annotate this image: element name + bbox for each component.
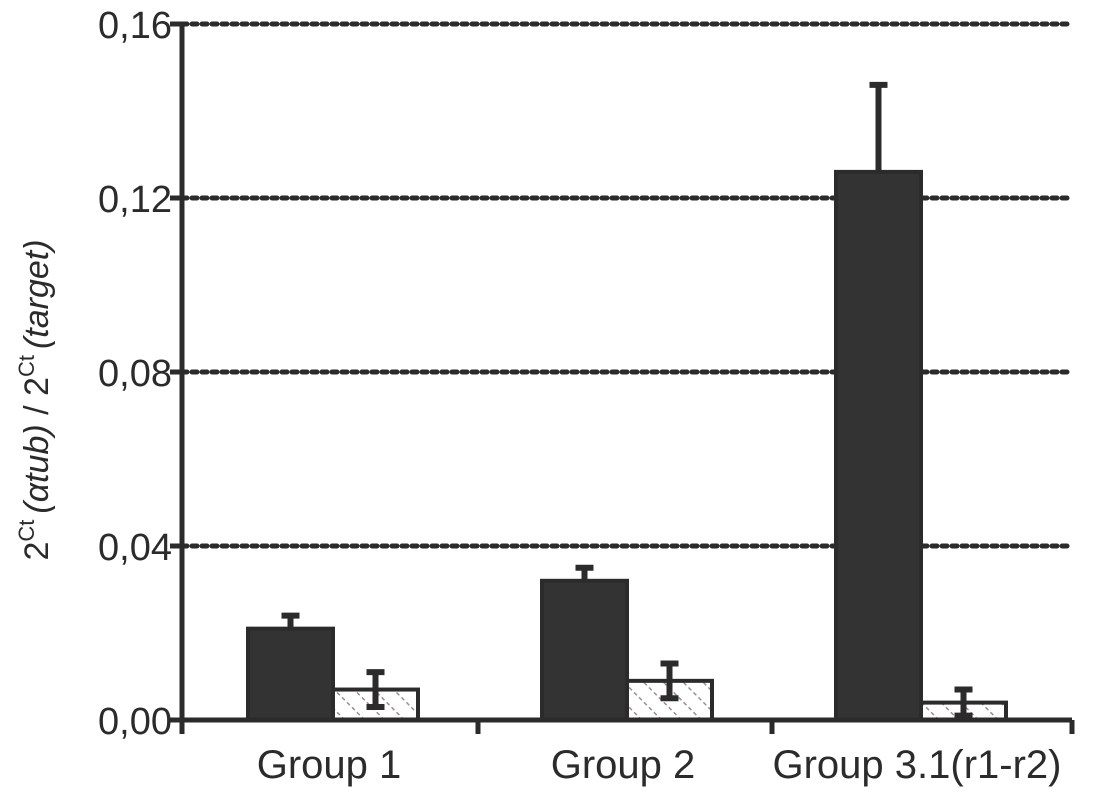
x-tick-label-1: Group 1 (257, 743, 402, 787)
y-tick-label-3: 0,12 (98, 179, 172, 221)
bar-dark-1 (246, 626, 335, 723)
ylabel-sup1: Ct (14, 520, 39, 542)
y-tick-label-2: 0,08 (98, 353, 172, 395)
y-tick-labels: 0,00 0,04 0,08 0,12 0,16 (98, 5, 172, 743)
axes (170, 21, 1075, 734)
bar-dark-3 (834, 169, 923, 722)
ylabel-base2: 2 (18, 377, 56, 396)
bar-dark-2 (540, 578, 629, 722)
ylabel-paren1: (αtub) (18, 424, 56, 513)
y-tick-label-0: 0,00 (98, 701, 172, 743)
y-axis-label: 2Ct(αtub) / 2Ct(target) (14, 239, 56, 560)
y-tick-label-4: 0,16 (98, 5, 172, 47)
gridlines (179, 21, 1071, 549)
ylabel-sup2: Ct (14, 355, 39, 377)
ylabel-slash: / (18, 396, 56, 424)
y-tick-label-1: 0,04 (98, 527, 172, 569)
ylabel-paren2: (target) (18, 239, 56, 349)
ylabel-base1: 2 (18, 542, 56, 561)
x-tick-label-3: Group 3.1(r1-r2) (773, 743, 1062, 787)
x-tick-label-2: Group 2 (551, 743, 696, 787)
bars (246, 81, 1008, 723)
svg-text:2Ct(αtub) / 2Ct(target): 2Ct(αtub) / 2Ct(target) (14, 239, 56, 560)
x-tick-labels: Group 1 Group 2 Group 3.1(r1-r2) (257, 743, 1062, 787)
